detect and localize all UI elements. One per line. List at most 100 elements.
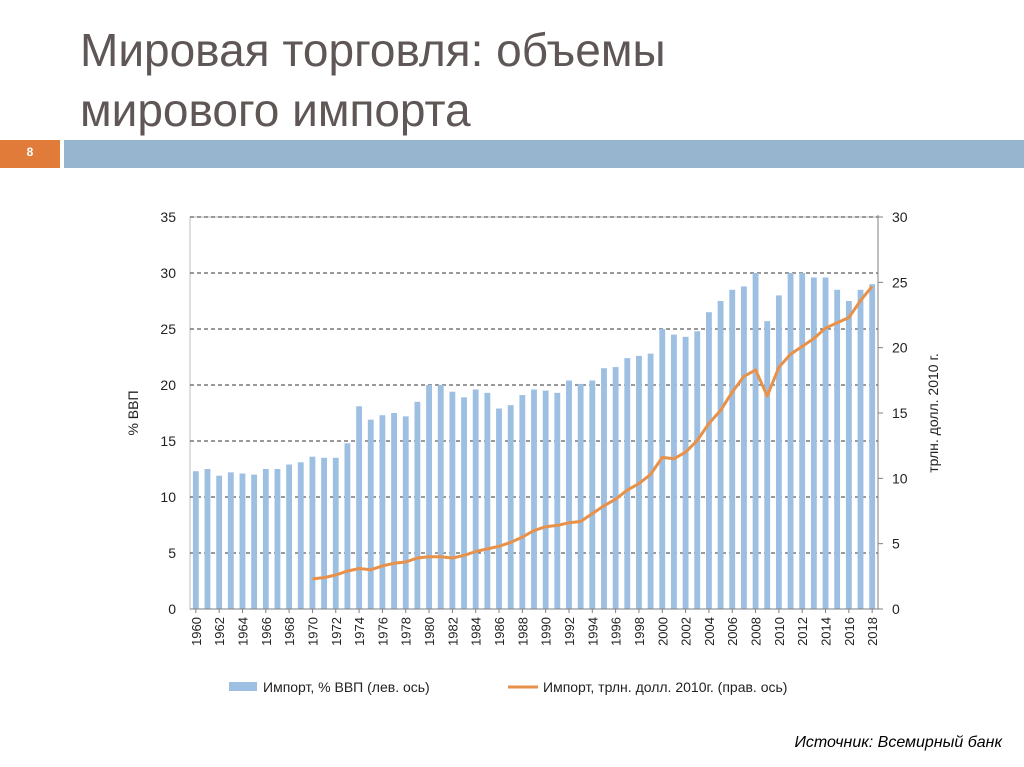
bar bbox=[577, 383, 584, 609]
y-left-tick-label: 35 bbox=[160, 209, 176, 225]
x-tick-label: 2012 bbox=[795, 617, 810, 646]
bar bbox=[554, 392, 561, 609]
x-tick-label: 1968 bbox=[282, 617, 297, 646]
bar bbox=[286, 464, 293, 609]
x-tick-label: 2018 bbox=[865, 617, 880, 646]
legend-bar-swatch bbox=[229, 682, 257, 691]
x-tick-label: 1960 bbox=[189, 617, 204, 646]
bar bbox=[309, 456, 316, 609]
bar bbox=[775, 295, 782, 609]
x-tick-label: 2016 bbox=[842, 617, 857, 646]
x-tick-label: 1986 bbox=[492, 617, 507, 646]
bar bbox=[402, 416, 409, 609]
x-tick-label: 1982 bbox=[445, 617, 460, 646]
x-tick-label: 1970 bbox=[305, 617, 320, 646]
bar bbox=[332, 457, 339, 609]
bar bbox=[437, 385, 444, 609]
bar bbox=[414, 401, 421, 609]
slide-number: 8 bbox=[0, 140, 60, 168]
x-tick-label: 1980 bbox=[422, 617, 437, 646]
y-right-axis-title: трлн. долл. 2010 г. bbox=[925, 353, 941, 473]
bar bbox=[519, 395, 526, 609]
y-right-tick-label: 10 bbox=[892, 470, 908, 486]
y-right-tick-label: 20 bbox=[892, 340, 908, 356]
slide-title-line2: мирового импорта bbox=[80, 84, 471, 136]
bar bbox=[810, 277, 817, 609]
bar bbox=[647, 353, 654, 609]
bar bbox=[601, 368, 607, 609]
x-tick-label: 1966 bbox=[259, 617, 274, 646]
y-left-tick-label: 0 bbox=[168, 601, 176, 617]
x-tick-label: 1962 bbox=[212, 617, 227, 646]
bar bbox=[764, 321, 771, 609]
x-tick-label: 2014 bbox=[819, 617, 834, 646]
bar bbox=[496, 408, 502, 609]
bar bbox=[461, 397, 467, 609]
bar bbox=[834, 289, 841, 609]
x-tick-label: 1994 bbox=[585, 617, 600, 646]
y-left-tick-label: 30 bbox=[160, 265, 176, 281]
source-note: Источник: Всемирный банк bbox=[794, 734, 1002, 751]
x-tick-label: 1990 bbox=[539, 617, 554, 646]
slide-header-band bbox=[64, 140, 1024, 168]
bar bbox=[542, 390, 549, 609]
bar bbox=[717, 301, 724, 609]
x-tick-label: 1976 bbox=[375, 617, 390, 646]
bar bbox=[356, 406, 362, 609]
x-tick-label: 1964 bbox=[236, 617, 251, 646]
bar bbox=[379, 415, 386, 609]
bar bbox=[204, 469, 211, 609]
x-tick-label: 2000 bbox=[655, 617, 670, 646]
bar bbox=[426, 385, 432, 609]
y-right-tick-label: 25 bbox=[892, 274, 908, 290]
x-tick-label: 1978 bbox=[399, 617, 414, 646]
bar bbox=[659, 329, 666, 609]
y-right-tick-label: 0 bbox=[892, 601, 900, 617]
bar bbox=[857, 289, 864, 609]
bar bbox=[671, 334, 677, 609]
bar bbox=[822, 277, 829, 609]
x-tick-label: 2004 bbox=[702, 617, 717, 646]
y-right-tick-label: 30 bbox=[892, 209, 908, 225]
x-tick-label: 1984 bbox=[469, 617, 484, 646]
x-tick-label: 2006 bbox=[725, 617, 740, 646]
bar bbox=[566, 380, 572, 609]
bar bbox=[344, 443, 351, 609]
y-left-tick-label: 10 bbox=[160, 489, 176, 505]
bar bbox=[694, 331, 701, 609]
bar bbox=[729, 289, 736, 609]
bar bbox=[216, 475, 223, 609]
y-left-tick-label: 25 bbox=[160, 321, 176, 337]
slide-title: Мировая торговля: объемы мирового импорт… bbox=[80, 20, 980, 140]
bar bbox=[706, 312, 712, 609]
bar bbox=[589, 380, 596, 609]
x-tick-label: 2002 bbox=[679, 617, 694, 646]
x-tick-label: 1974 bbox=[352, 617, 367, 646]
x-tick-label: 1998 bbox=[632, 617, 647, 646]
bar bbox=[251, 474, 258, 609]
bar bbox=[227, 472, 234, 609]
bar bbox=[274, 469, 281, 609]
bar bbox=[449, 391, 456, 609]
y-right-tick-label: 5 bbox=[892, 536, 900, 552]
bar bbox=[297, 462, 304, 609]
bar bbox=[239, 473, 246, 609]
bar bbox=[321, 457, 328, 609]
x-tick-label: 1972 bbox=[329, 617, 344, 646]
legend-line-label: Импорт, трлн. долл. 2010г. (прав. ось) bbox=[543, 679, 787, 695]
bar bbox=[869, 284, 876, 609]
y-left-tick-label: 20 bbox=[160, 377, 176, 393]
bar bbox=[845, 301, 852, 609]
bar bbox=[507, 405, 514, 609]
bar bbox=[682, 336, 689, 609]
bar bbox=[192, 471, 199, 609]
y-right-tick-label: 15 bbox=[892, 405, 908, 421]
bar bbox=[612, 367, 619, 609]
y-left-tick-label: 5 bbox=[168, 545, 176, 561]
bar bbox=[262, 469, 269, 609]
y-left-axis-title: % ВВП bbox=[125, 390, 141, 435]
bar bbox=[799, 273, 806, 609]
bar bbox=[624, 358, 631, 609]
bar bbox=[531, 389, 537, 609]
